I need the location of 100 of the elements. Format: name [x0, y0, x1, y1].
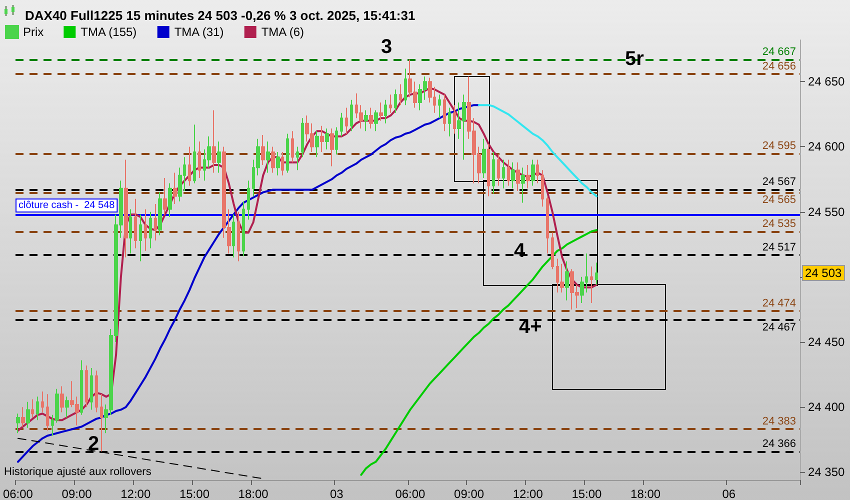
x-tick-label: 18:00	[238, 487, 269, 500]
candlestick	[173, 172, 177, 205]
candlestick	[80, 360, 83, 416]
y-tick-label: 24 350	[808, 465, 846, 480]
ref-line-label: 24 474	[762, 297, 796, 310]
candlestick	[350, 99, 353, 132]
chart-title: DAX40 Full1225 15 minutes 24 503 -0,26 % 3 oct. 2025, 15:41:31	[25, 8, 416, 23]
candlestick	[497, 154, 500, 186]
annotation: 2	[88, 433, 100, 456]
candlestick	[374, 110, 378, 132]
y-tick-label: 24 600	[808, 140, 846, 154]
candlestick	[60, 386, 64, 413]
candlestick	[149, 211, 152, 249]
y-tick-label: 24 450	[808, 335, 846, 350]
candlestick	[26, 401, 30, 428]
annotation: Historique ajusté aux rollovers	[4, 466, 152, 478]
ref-line-label: 24 383	[762, 416, 796, 428]
x-tick-label: 03	[330, 487, 344, 500]
candlestick	[158, 192, 162, 236]
x-tick-label: 15:00	[572, 487, 602, 500]
candlestick	[516, 162, 520, 192]
candlestick	[453, 104, 456, 134]
candlestick	[345, 107, 348, 134]
candlestick	[507, 159, 510, 186]
ref-line-label: 24 667	[762, 46, 796, 58]
candlestick	[590, 266, 593, 304]
candlestick	[404, 68, 407, 106]
line-series	[478, 104, 598, 198]
candlestick	[134, 198, 137, 249]
candlestick	[325, 128, 329, 150]
candlestick	[124, 159, 128, 258]
candlestick	[276, 151, 280, 176]
candlestick	[502, 159, 505, 189]
y-tick-label: 24 650	[808, 74, 846, 89]
candlestick	[526, 164, 530, 189]
candlestick	[266, 141, 270, 174]
candlestick	[65, 396, 69, 418]
y-tick-label: 24 400	[808, 400, 846, 414]
x-tick-label: 12:00	[512, 487, 544, 500]
legend-label: TMA (31)	[174, 25, 224, 39]
candlestick	[85, 364, 88, 408]
candlestick	[188, 146, 191, 186]
candlestick	[41, 390, 44, 413]
candlestick	[384, 99, 387, 124]
candlestick	[16, 413, 20, 434]
candlestick	[335, 126, 338, 156]
x-tick-label: 06:00	[2, 487, 34, 500]
candlestick	[531, 159, 535, 186]
x-tick-label: 12:00	[120, 487, 151, 500]
candlestick	[595, 262, 598, 286]
candlestick	[379, 102, 383, 122]
legend-label: TMA (155)	[80, 25, 137, 39]
candlestick	[217, 141, 221, 174]
ref-line-label: 24 656	[762, 60, 796, 72]
candlestick	[139, 214, 142, 262]
candlestick	[95, 370, 98, 413]
candlestick	[320, 125, 324, 152]
candlestick	[546, 196, 549, 254]
candlestick	[369, 107, 373, 130]
annotation: 24 503	[802, 265, 845, 282]
legend-label: Prix	[23, 25, 44, 39]
candlestick	[163, 177, 167, 215]
annotation: 5r	[625, 48, 644, 71]
candlestick	[247, 180, 250, 220]
candlestick	[232, 214, 235, 258]
candlestick	[36, 396, 39, 421]
annotation: 3	[381, 36, 392, 59]
legend-label: TMA (6)	[261, 25, 304, 39]
ref-line-label: 24 366	[762, 438, 796, 450]
candlestick	[261, 134, 265, 166]
candlestick	[301, 118, 304, 158]
ref-line-label: 24 567	[762, 176, 796, 188]
ref-line-label: 24 467	[762, 321, 796, 334]
candlestick	[31, 398, 34, 418]
candlestick	[286, 133, 289, 174]
line-series	[16, 104, 480, 463]
candlestick	[521, 167, 525, 204]
candlestick	[90, 368, 93, 410]
ref-line-label: clôture cash - 24 548	[18, 200, 116, 211]
candlestick	[448, 107, 451, 137]
ref-line-label: 24 565	[762, 194, 796, 206]
candlestick	[511, 162, 515, 189]
candlestick	[144, 208, 147, 252]
candlestick	[541, 170, 544, 208]
candlestick	[129, 208, 132, 254]
line-series	[16, 87, 598, 432]
candlestick	[168, 182, 172, 218]
candlestick	[154, 204, 157, 241]
candlestick	[21, 406, 25, 428]
candlestick	[271, 146, 275, 174]
y-tick-label: 24 550	[808, 204, 846, 219]
x-tick-label: 09:00	[62, 487, 92, 500]
candlestick	[193, 124, 196, 184]
x-tick-label: 18:00	[630, 487, 661, 500]
candlestick	[237, 211, 240, 262]
x-tick-label: 09:00	[454, 487, 484, 500]
candlestick	[296, 146, 299, 171]
candlestick	[551, 232, 554, 270]
annotation: 4+	[519, 316, 542, 339]
candlestick	[46, 394, 49, 432]
